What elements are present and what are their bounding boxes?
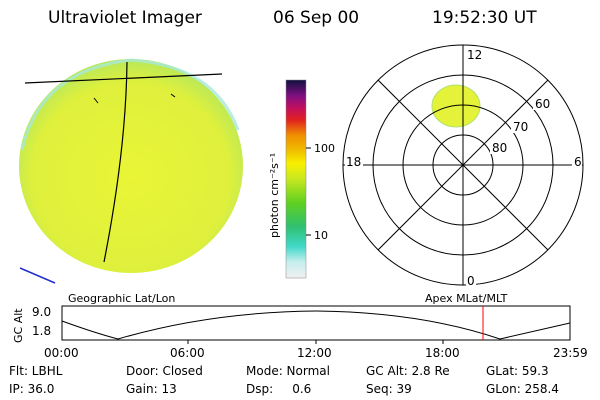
title-bar: Ultraviolet Imager 06 Sep 00 19:52:30 UT bbox=[0, 0, 600, 36]
orbit-strip: Geographic Lat/Lon Apex MLat/MLT 9.0 1.8… bbox=[12, 292, 588, 360]
colorbar-tick-10: 10 bbox=[314, 229, 328, 242]
observation-time: 19:52:30 UT bbox=[432, 8, 537, 28]
mode-status: Mode: Normal bbox=[246, 364, 330, 378]
mlt-label-12: 12 bbox=[467, 48, 482, 62]
filter-status: Flt: LBHL bbox=[9, 364, 63, 378]
apex-caption: Apex MLat/MLT bbox=[425, 292, 508, 305]
seq-status: Seq: 39 bbox=[366, 382, 412, 396]
color-scale bbox=[285, 79, 307, 279]
coastline-mark bbox=[170, 93, 176, 98]
altitude-curve bbox=[61, 310, 571, 340]
lat-label-80: 80 bbox=[492, 141, 507, 155]
ip-status: IP: 36.0 bbox=[9, 382, 55, 396]
gc-altitude-status: GC Alt: 2.8 Re bbox=[366, 364, 450, 378]
auroral-patch bbox=[431, 84, 481, 128]
color-bar: 100 10 photon cm⁻²s⁻¹ bbox=[268, 79, 335, 279]
gain-status: Gain: 13 bbox=[126, 382, 177, 396]
colorbar-unit-label: photon cm⁻²s⁻¹ bbox=[268, 153, 281, 238]
coastline-mark bbox=[93, 97, 99, 104]
limb-glow bbox=[20, 58, 240, 151]
lat-label-70: 70 bbox=[513, 120, 528, 134]
time-tick-0600: 06:00 bbox=[170, 346, 205, 360]
uv-disk-image bbox=[19, 58, 243, 284]
polar-plot: 12 0 18 6 60 70 80 bbox=[342, 44, 584, 288]
mlt-label-0: 0 bbox=[467, 274, 475, 288]
meridian-line bbox=[103, 61, 128, 263]
lat-label-60: 60 bbox=[535, 97, 550, 111]
instrument-title: Ultraviolet Imager bbox=[48, 8, 202, 28]
time-tick-0000: 00:00 bbox=[44, 346, 79, 360]
altitude-min-label: 1.8 bbox=[32, 324, 51, 338]
observation-date: 06 Sep 00 bbox=[273, 8, 360, 28]
door-status: Door: Closed bbox=[126, 364, 203, 378]
dsp-status: Dsp: 0.6 bbox=[246, 382, 312, 396]
glon-status: GLon: 258.4 bbox=[486, 382, 559, 396]
altitude-max-label: 9.0 bbox=[32, 305, 51, 319]
colorbar-tick-100: 100 bbox=[314, 142, 335, 155]
time-tick-1200: 12:00 bbox=[297, 346, 332, 360]
altitude-axis-label: GC Alt bbox=[12, 308, 25, 343]
latitude-line bbox=[24, 73, 223, 84]
sun-direction-line bbox=[19, 267, 56, 284]
time-tick-1800: 18:00 bbox=[425, 346, 460, 360]
geographic-caption: Geographic Lat/Lon bbox=[68, 292, 175, 305]
mlt-label-6: 6 bbox=[574, 155, 582, 169]
earth-disk bbox=[19, 59, 243, 273]
mlt-line-diag-2 bbox=[377, 79, 549, 251]
mlt-label-18: 18 bbox=[346, 155, 361, 169]
glat-status: GLat: 59.3 bbox=[486, 364, 549, 378]
time-tick-2359: 23:59 bbox=[553, 346, 588, 360]
